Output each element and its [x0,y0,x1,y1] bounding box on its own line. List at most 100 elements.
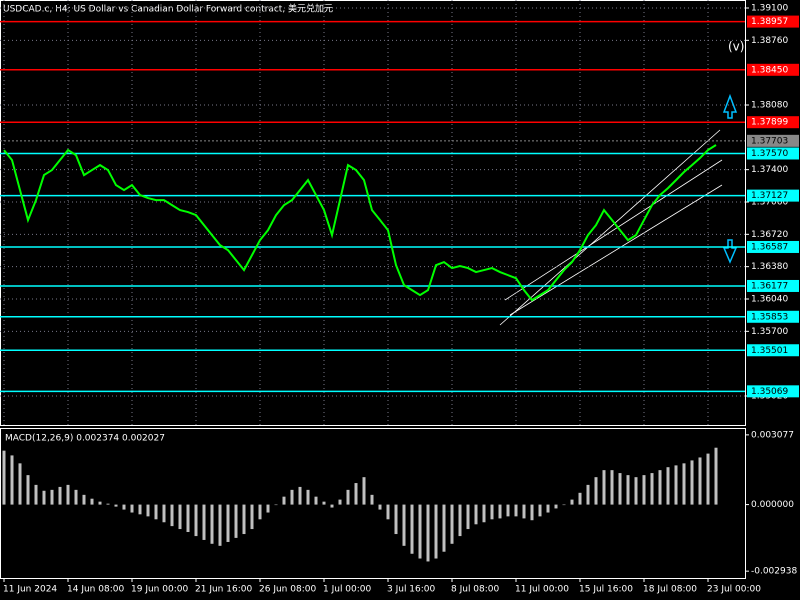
x-tick-label: 14 Jun 08:00 [67,585,124,595]
macd-bar [218,504,222,546]
down-arrow [722,239,738,264]
macd-bar [202,504,206,540]
level-label: 1.38450 [751,65,788,75]
macd-bar [226,504,230,542]
level-label-box [747,240,799,253]
macd-bar [162,504,166,523]
macd-bar [354,483,358,505]
macd-bar [634,477,638,505]
x-tick-label: 11 Jul 00:00 [515,585,569,595]
macd-bar [322,501,326,505]
macd-bar [610,470,614,505]
macd-bar [178,504,182,530]
macd-bar [554,504,558,509]
x-tick-label: 23 Jul 00:00 [707,585,761,595]
x-tick-label: 26 Jun 08:00 [259,585,316,595]
y-tick-label: 1.38080 [751,100,788,110]
macd-bar [666,467,670,505]
macd-bar [426,504,430,562]
x-tick-label: 21 Jun 16:00 [195,585,252,595]
x-tick-label: 18 Jul 08:00 [643,585,697,595]
macd-bar [298,486,302,505]
macd-bar [10,455,14,505]
channel-line [509,184,723,316]
macd-bar [114,504,118,507]
macd-bar [602,470,606,505]
macd-bar [154,504,158,520]
macd-bar [466,504,470,530]
level-label-box [747,15,799,28]
level-label: 1.35853 [751,312,788,322]
macd-bar [474,504,478,525]
macd-bar [490,504,494,520]
macd-bar [706,453,710,505]
macd-bar [346,489,350,505]
macd-bar [642,475,646,505]
macd-bar [234,504,238,538]
level-label-box [747,310,799,323]
macd-bar [570,499,574,505]
y-tick-label: 1.36040 [751,294,788,304]
level-label-box [747,147,799,160]
macd-bar [562,504,566,506]
macd-bar [394,504,398,535]
macd-bar [674,465,678,505]
macd-bar [250,504,254,530]
price-line [3,144,717,302]
level-label-box [747,189,799,202]
macd-bar [506,504,510,517]
chart-title: USDCAD.c, H4: US Dollar vs Canadian Doll… [3,3,333,15]
macd-bar [378,504,382,510]
level-label: 1.35501 [751,346,788,356]
y-tick-label: 0.003077 [751,430,794,440]
level-label: 1.37899 [751,118,788,128]
level-label-box [747,385,799,398]
channel-line [499,129,721,326]
level-label: 1.35069 [751,387,788,397]
macd-bar [450,504,454,544]
macd-bar [482,504,486,523]
macd-bar [258,504,262,520]
current-price-box [747,134,799,147]
macd-bar [194,504,198,537]
macd-bar [618,473,622,505]
level-label-box [747,344,799,357]
macd-bar [330,504,334,508]
macd-bar [266,504,270,513]
macd-bar [282,496,286,505]
macd-bar [210,504,214,544]
level-label-box [747,116,799,129]
macd-bar [530,504,534,521]
macd-bar [90,498,94,505]
macd-bar [50,489,54,505]
level-label: 1.38957 [751,17,788,27]
y-tick-label: 1.37400 [751,165,788,175]
macd-bar [314,496,318,505]
macd-bar [42,490,46,505]
macd-bar [690,460,694,505]
macd-bar [242,504,246,535]
level-label: 1.36177 [751,281,788,291]
macd-bar [698,457,702,505]
macd-bar [714,447,718,505]
macd-bar [122,504,126,510]
macd-bar [682,463,686,505]
macd-bar [650,473,654,505]
macd-panel [0,428,746,579]
macd-bar [370,494,374,505]
y-tick-label: 1.38760 [751,36,788,46]
macd-bar [498,504,502,519]
macd-bar [26,475,30,505]
macd-bar [362,477,366,505]
level-label: 1.37127 [751,191,788,201]
level-label-box [747,279,799,292]
macd-bar [274,504,278,506]
macd-bar [442,504,446,552]
macd-bar [434,504,438,559]
macd-bar [18,463,22,505]
y-tick-label: 1.36720 [751,230,788,240]
channel-line [504,159,723,301]
macd-bar [578,492,582,505]
x-tick-label: 15 Jul 16:00 [579,585,633,595]
y-tick-label: 0.000000 [751,500,794,510]
